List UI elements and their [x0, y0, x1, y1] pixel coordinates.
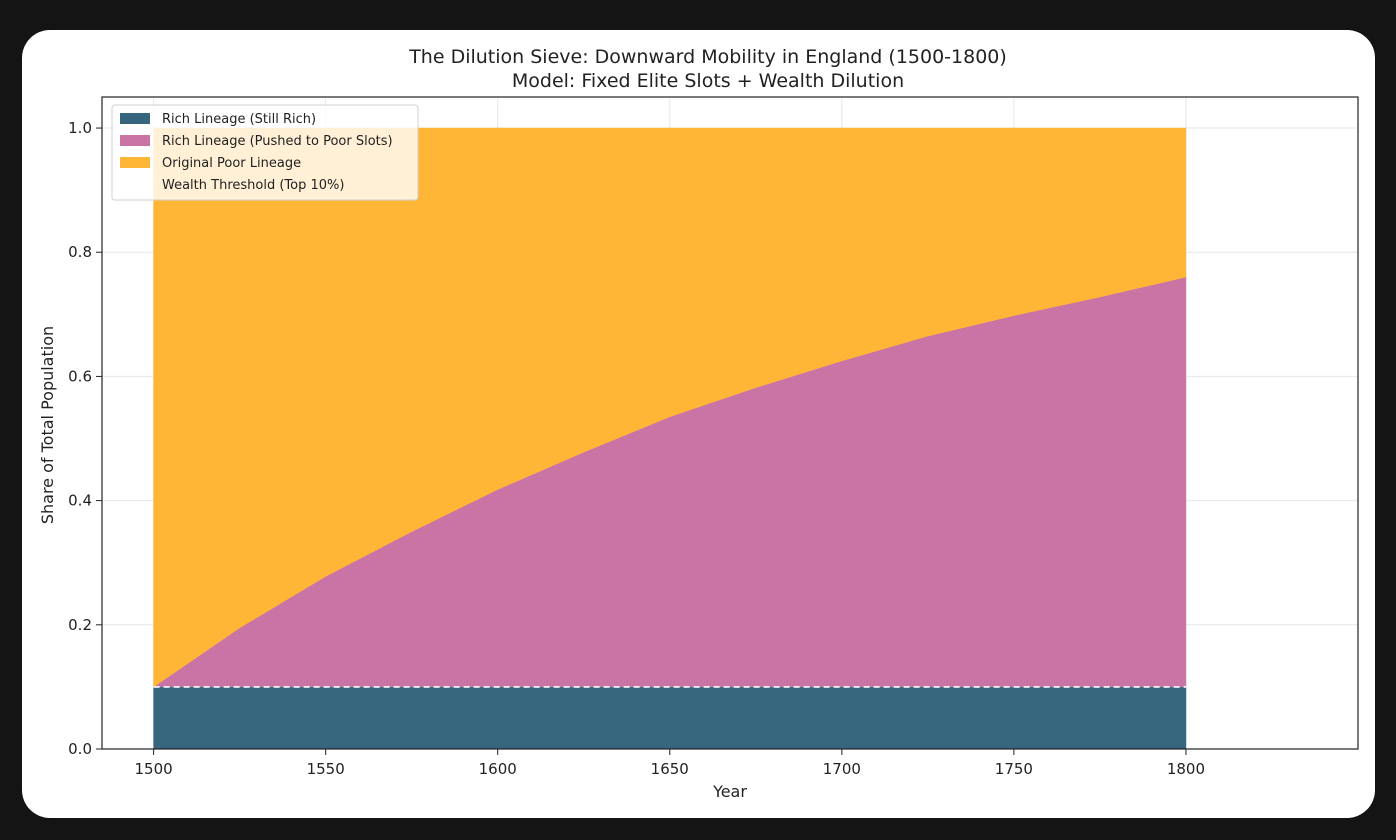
- x-tick-label: 1750: [995, 760, 1033, 778]
- x-tick-label: 1700: [823, 760, 861, 778]
- legend-swatch-2: [120, 135, 150, 146]
- legend-label-1: Rich Lineage (Still Rich): [162, 112, 316, 127]
- plot-frame: [101, 96, 1359, 750]
- y-tick-label: 0.0: [68, 740, 92, 758]
- y-tick-label: 1.0: [68, 119, 92, 137]
- legend-label-2: Rich Lineage (Pushed to Poor Slots): [162, 134, 393, 149]
- area-series-1: [153, 686, 1187, 750]
- y-tick-label: 0.4: [68, 492, 92, 510]
- y-tick-label: 0.2: [68, 616, 92, 634]
- legend-label-3: Original Poor Lineage: [162, 156, 301, 171]
- chart-card: The Dilution Sieve: Downward Mobility in…: [22, 30, 1375, 818]
- x-tick-label: 1550: [307, 760, 345, 778]
- legend: Rich Lineage (Still Rich) Rich Lineage (P…: [111, 104, 419, 201]
- x-tick-label: 1600: [479, 760, 517, 778]
- stacked-areas: [152, 127, 1187, 750]
- legend-box: [111, 104, 419, 201]
- legend-swatch-1: [120, 113, 150, 124]
- area-series-3: [153, 127, 1187, 688]
- x-axis-label: Year: [712, 782, 747, 801]
- chart-subtitle: Model: Fixed Elite Slots + Wealth Diluti…: [512, 70, 904, 92]
- y-axis-label: Share of Total Population: [38, 326, 57, 524]
- y-axis-ticks: 0.0 0.2 0.4 0.6 0.8 1.0: [68, 119, 102, 758]
- legend-label-4: Wealth Threshold (Top 10%): [162, 178, 344, 193]
- chart-title: The Dilution Sieve: Downward Mobility in…: [408, 46, 1007, 68]
- y-tick-label: 0.6: [68, 367, 92, 385]
- x-tick-label: 1650: [651, 760, 689, 778]
- x-tick-label: 1500: [135, 760, 173, 778]
- x-axis-ticks: 1500 1550 1600 1650 1700 1750 1800: [135, 749, 1205, 778]
- x-tick-label: 1800: [1167, 760, 1205, 778]
- y-tick-label: 0.8: [68, 243, 92, 261]
- legend-swatch-3: [120, 157, 150, 168]
- area-chart: The Dilution Sieve: Downward Mobility in…: [38, 46, 1359, 801]
